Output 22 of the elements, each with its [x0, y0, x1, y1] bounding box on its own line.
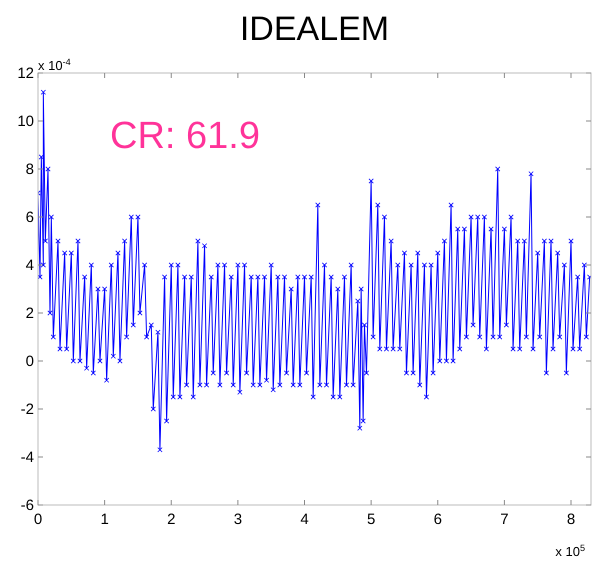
y-tick-label: 2: [26, 305, 34, 322]
annotation: CR: 61.9: [110, 115, 260, 157]
text: x 10$^{5}$: [555, 543, 585, 559]
y-tick-label: -6: [20, 497, 34, 514]
x-tick-label: 8: [566, 511, 576, 528]
y-tick-label: 12: [17, 65, 34, 82]
x-tick-label: 3: [234, 511, 242, 528]
chart-title: IDEALEM: [240, 10, 390, 48]
annotation: x 10$^{-4}$: [38, 57, 71, 73]
y-tick-label: 10: [17, 113, 34, 130]
y-tick-label: -2: [20, 401, 34, 418]
y-tick-label: 8: [26, 161, 34, 178]
x-tick-label: 1: [100, 511, 109, 528]
x-tick-label: 4: [300, 511, 309, 528]
y-tick-label: 4: [26, 257, 34, 274]
x-tick-label: 2: [167, 511, 176, 528]
y-tick-label: 0: [26, 353, 34, 370]
x-tick-label: 5: [366, 511, 376, 528]
y-tick-label: -4: [20, 449, 34, 466]
x-tick-label: 7: [500, 511, 509, 528]
y-tick-label: 6: [26, 209, 34, 226]
x-tick-label: 6: [434, 511, 442, 528]
